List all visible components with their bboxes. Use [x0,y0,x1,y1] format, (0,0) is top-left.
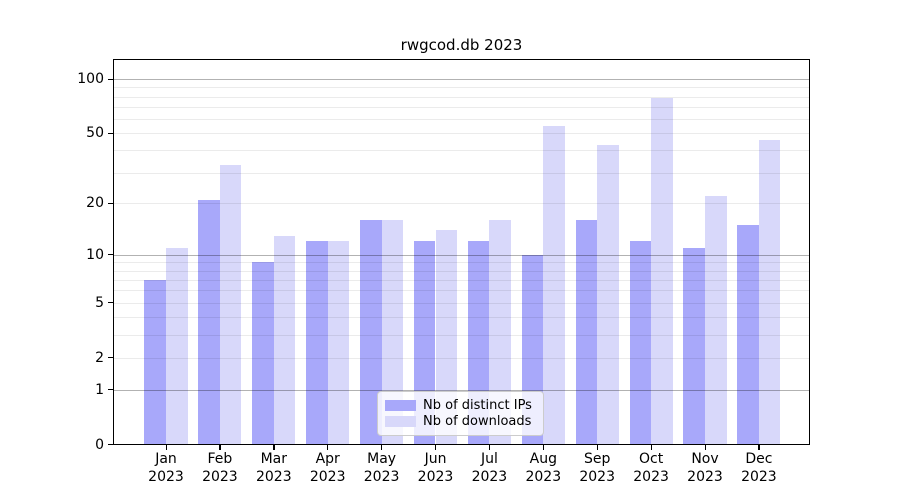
plot-area-frame [113,59,810,445]
x-tick [650,444,652,450]
bar-downloads-aug [543,125,565,445]
legend-row-distinct-ips: Nb of distinct IPs [385,398,534,413]
x-tick-label-aug: Aug 2023 [525,451,562,485]
x-tick [758,444,760,450]
y-tick [107,357,113,359]
x-tick-label-jul: Jul 2023 [471,451,508,485]
y-tick-label-1: 1 [95,381,104,398]
gridline-major [113,389,810,391]
x-tick-label-feb: Feb 2023 [202,451,238,485]
x-tick-label-dec: Dec 2023 [741,451,777,485]
x-tick-label-apr: Apr 2023 [309,451,346,485]
x-tick [327,444,329,450]
gridline-minor [113,119,810,121]
gridline-minor [113,107,810,108]
x-tick-label-jan: Jan 2023 [148,451,184,485]
bar-downloads-dec [758,139,781,445]
legend: Nb of distinct IPs Nb of downloads [377,391,544,436]
x-tick [596,444,598,450]
x-tick [542,444,545,450]
chart-title: rwgcod.db 2023 [400,36,523,54]
x-tick-label-mar: Mar 2023 [255,451,292,485]
gridline-minor [113,172,810,174]
x-tick-label-nov: Nov 2023 [687,451,723,485]
gridline-minor [113,87,810,89]
gridline-major [113,254,810,256]
gridline-minor [113,357,810,359]
gridline-minor [113,334,810,336]
x-tick [381,444,383,450]
legend-swatch-distinct-ips [385,400,416,411]
gridline-minor [113,203,810,205]
gridline-minor [113,270,810,272]
y-tick [107,78,113,80]
bar-downloads-feb [219,165,242,445]
gridline-minor [113,150,810,152]
x-tick [165,444,167,450]
gridline-minor [113,279,810,281]
x-tick [704,444,706,450]
legend-swatch-downloads [385,416,416,427]
x-tick [488,444,491,450]
gridline-minor [113,262,810,264]
bar-downloads-may [381,220,404,445]
y-tick [107,202,113,205]
y-tick-label-5: 5 [95,294,104,311]
x-tick-label-jun: Jun 2023 [417,451,454,485]
bar-downloads-jun [435,230,458,445]
x-tick [273,444,275,450]
gridline-minor [113,133,810,135]
bar-downloads-jan [166,247,188,445]
bar-downloads-nov [705,196,727,445]
gridline-minor [113,290,810,292]
y-tick [107,254,113,256]
gridline-major [113,79,810,81]
bar-ips-may [360,220,382,445]
bar-downloads-mar [273,235,296,445]
y-tick [107,444,113,446]
x-tick-label-may: May 2023 [363,451,400,485]
bar-downloads-sep [597,144,619,445]
y-tick [107,132,113,134]
x-tick-label-sep: Sep 2023 [579,451,615,485]
y-tick-label-50: 50 [86,125,104,142]
bar-downloads-oct [651,97,673,445]
legend-row-downloads: Nb of downloads [385,414,534,429]
y-tick [107,302,113,304]
legend-label-downloads: Nb of downloads [423,414,532,429]
legend-label-distinct-ips: Nb of distinct IPs [423,398,532,413]
y-tick-label-20: 20 [86,195,104,212]
gridline-minor [113,302,810,304]
x-tick [219,444,221,450]
bar-ips-oct [629,241,652,445]
bar-ips-mar [252,262,274,445]
bar-ips-feb [198,199,220,445]
x-tick [435,444,437,450]
gridline-minor [113,317,810,319]
y-tick-label-100: 100 [77,71,104,88]
y-tick [107,389,113,391]
y-tick-label-10: 10 [86,246,104,263]
y-tick-label-0: 0 [95,436,104,453]
y-tick-label-2: 2 [95,349,104,366]
bar-ips-nov [683,247,705,445]
bar-ips-dec [737,224,759,445]
gridline-minor [113,96,810,98]
bar-downloads-jul [489,220,511,445]
bar-ips-apr [306,241,328,445]
bar-ips-jan [144,279,166,445]
bar-downloads-apr [327,241,350,445]
bar-ips-sep [575,220,598,445]
x-tick-label-oct: Oct 2023 [633,451,669,485]
